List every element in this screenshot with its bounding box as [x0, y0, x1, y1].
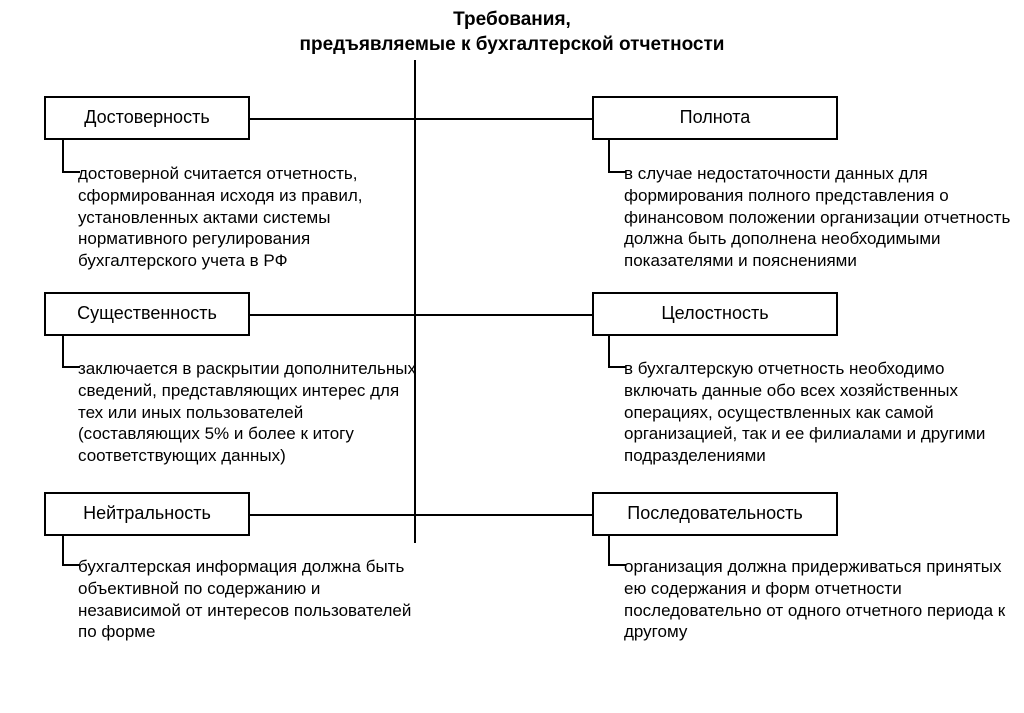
right-node-desc-2: организация должна придерживаться принят… [624, 556, 1012, 643]
left-drop-0 [62, 140, 64, 171]
right-drop-2 [608, 536, 610, 564]
diagram-title-line2: предъявляемые к бухгалтерской отчетности [0, 33, 1024, 58]
right-node-box-0: Полнота [592, 96, 838, 140]
right-node-box-1: Целостность [592, 292, 838, 336]
right-node-label-1: Целостность [661, 303, 768, 325]
diagram-canvas: Требования,предъявляемые к бухгалтерской… [0, 0, 1024, 713]
right-node-label-2: Последовательность [627, 503, 802, 525]
right-drop-1 [608, 336, 610, 366]
left-node-label-1: Существенность [77, 303, 217, 325]
right-node-label-0: Полнота [680, 107, 751, 129]
left-node-label-0: Достоверность [84, 107, 209, 129]
diagram-title: Требования,предъявляемые к бухгалтерской… [0, 8, 1024, 57]
left-node-desc-1: заключается в раскрытии дополни­тельных … [78, 358, 418, 467]
right-node-desc-1: в бухгалтерскую отчетность необходимо вк… [624, 358, 1012, 467]
right-node-desc-0: в случае недостаточности данных для форм… [624, 163, 1012, 272]
right-branch-2 [414, 514, 592, 516]
left-node-box-2: Нейтральность [44, 492, 250, 536]
left-branch-0 [250, 118, 414, 120]
right-node-box-2: Последовательность [592, 492, 838, 536]
right-branch-1 [414, 314, 592, 316]
diagram-title-line1: Требования, [0, 8, 1024, 33]
left-node-desc-2: бухгалтерская информация должна быть объ… [78, 556, 418, 643]
right-drop-0 [608, 140, 610, 171]
left-branch-1 [250, 314, 414, 316]
left-node-box-0: Достоверность [44, 96, 250, 140]
left-node-label-2: Нейтральность [83, 503, 211, 525]
left-node-box-1: Существенность [44, 292, 250, 336]
right-branch-0 [414, 118, 592, 120]
left-drop-1 [62, 336, 64, 366]
spine-line [414, 60, 416, 543]
left-branch-2 [250, 514, 414, 516]
left-drop-2 [62, 536, 64, 564]
left-node-desc-0: достоверной считается отчетность, сформи… [78, 163, 418, 272]
